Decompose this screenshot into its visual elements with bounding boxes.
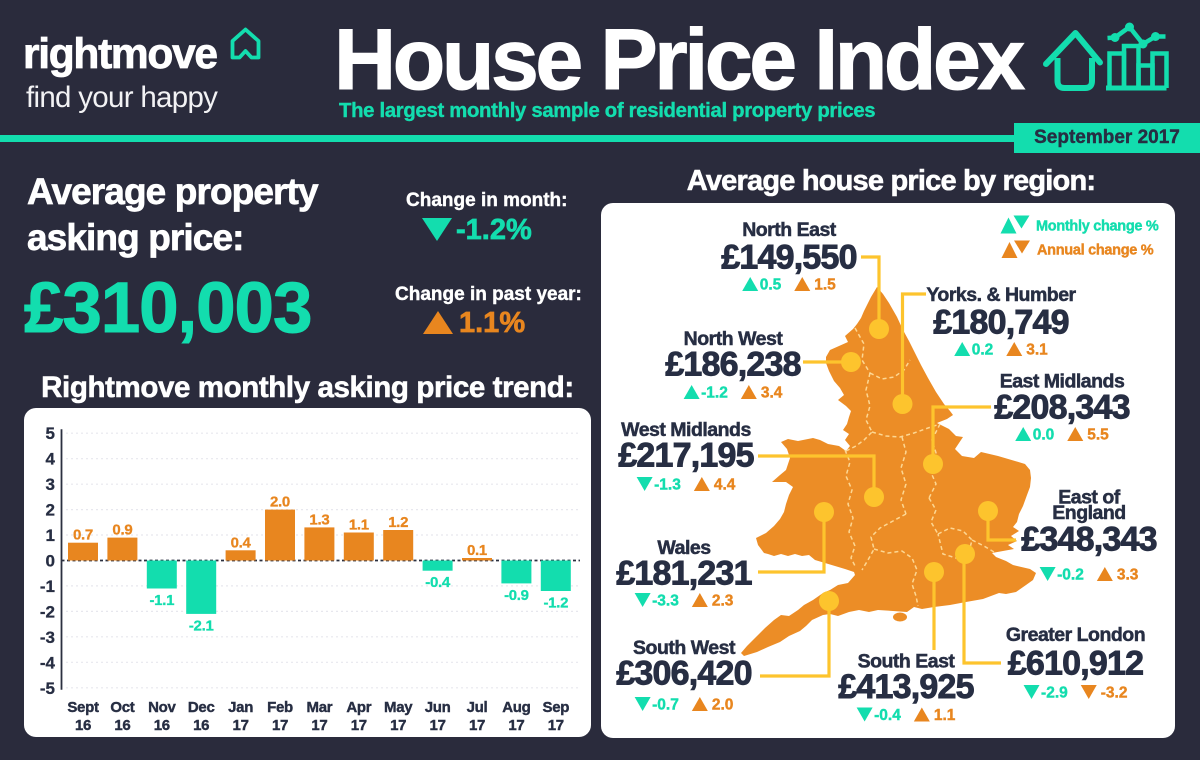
svg-text:£181,231: £181,231 — [616, 555, 751, 593]
svg-text:1.1: 1.1 — [349, 517, 369, 534]
svg-text:-4: -4 — [40, 653, 56, 672]
svg-text:2: 2 — [46, 501, 55, 520]
svg-text:-0.2: -0.2 — [1057, 567, 1084, 584]
svg-text:-1.3: -1.3 — [654, 477, 681, 494]
svg-text:1.1%: 1.1% — [459, 309, 525, 335]
svg-text:-1.1: -1.1 — [149, 592, 174, 609]
svg-text:North East: North East — [742, 219, 837, 241]
svg-text:0.5: 0.5 — [760, 277, 782, 294]
svg-text:17: 17 — [311, 717, 327, 734]
svg-text:-2.1: -2.1 — [189, 617, 214, 634]
svg-text:South West: South West — [633, 637, 736, 659]
svg-text:May: May — [384, 699, 413, 716]
svg-text:16: 16 — [114, 717, 130, 734]
svg-text:Wales: Wales — [657, 537, 711, 559]
svg-text:3.3: 3.3 — [1117, 567, 1139, 584]
svg-text:Yorks. & Humber: Yorks. & Humber — [926, 284, 1076, 306]
svg-text:1.3: 1.3 — [309, 511, 329, 528]
svg-text:Jan: Jan — [228, 699, 253, 716]
svg-text:2.3: 2.3 — [712, 593, 734, 610]
svg-text:North West: North West — [684, 328, 784, 350]
svg-text:£610,912: £610,912 — [1008, 645, 1143, 683]
svg-text:-0.9: -0.9 — [504, 587, 529, 604]
svg-text:17: 17 — [548, 717, 564, 734]
svg-text:£180,749: £180,749 — [933, 304, 1068, 342]
svg-text:East of: East of — [1058, 487, 1121, 509]
svg-text:Aug: Aug — [502, 699, 530, 716]
svg-text:-0.4: -0.4 — [874, 707, 901, 724]
svg-text:0.0: 0.0 — [1033, 427, 1055, 444]
svg-text:-3.2: -3.2 — [1101, 685, 1128, 702]
svg-text:Dec: Dec — [188, 699, 215, 716]
svg-text:£413,925: £413,925 — [838, 668, 973, 706]
svg-text:17: 17 — [469, 717, 485, 734]
svg-text:4.4: 4.4 — [714, 477, 736, 494]
svg-text:-3.3: -3.3 — [652, 593, 679, 610]
svg-text:1.2: 1.2 — [388, 514, 408, 531]
svg-text:-3: -3 — [40, 628, 55, 647]
svg-text:16: 16 — [193, 717, 209, 734]
svg-text:3.4: 3.4 — [761, 385, 783, 402]
svg-text:£348,343: £348,343 — [1021, 521, 1156, 559]
svg-text:Apr: Apr — [346, 699, 371, 716]
svg-text:Nov: Nov — [148, 699, 176, 716]
svg-text:-0.7: -0.7 — [652, 697, 679, 714]
svg-text:-2: -2 — [40, 602, 55, 621]
svg-text:England: England — [1052, 502, 1125, 524]
svg-text:0.7: 0.7 — [73, 527, 93, 544]
svg-text:£217,195: £217,195 — [618, 437, 753, 475]
svg-text:1: 1 — [46, 526, 55, 545]
svg-text:Feb: Feb — [267, 699, 293, 716]
svg-text:0.9: 0.9 — [112, 522, 132, 539]
svg-text:-1: -1 — [40, 577, 55, 596]
svg-text:0: 0 — [46, 552, 55, 571]
svg-text:17: 17 — [508, 717, 524, 734]
svg-text:17: 17 — [351, 717, 367, 734]
svg-text:5: 5 — [46, 424, 55, 443]
svg-text:Sept: Sept — [67, 699, 99, 716]
svg-text:1.5: 1.5 — [814, 277, 836, 294]
svg-text:-1.2%: -1.2% — [456, 217, 532, 243]
svg-text:Sep: Sep — [542, 699, 569, 716]
svg-text:3: 3 — [46, 475, 55, 494]
svg-text:East Midlands: East Midlands — [1000, 371, 1125, 393]
svg-text:West Midlands: West Midlands — [621, 419, 751, 441]
svg-text:0.2: 0.2 — [972, 342, 994, 359]
svg-text:South East: South East — [858, 651, 956, 673]
svg-text:Mar: Mar — [307, 699, 333, 716]
svg-text:£149,550: £149,550 — [721, 239, 856, 277]
svg-text:0.4: 0.4 — [231, 534, 252, 551]
svg-text:3.1: 3.1 — [1026, 342, 1048, 359]
svg-text:-1.2: -1.2 — [543, 595, 568, 612]
svg-text:0.1: 0.1 — [467, 542, 487, 559]
svg-text:Greater London: Greater London — [1006, 624, 1145, 646]
svg-text:Jun: Jun — [425, 699, 451, 716]
svg-text:5.5: 5.5 — [1087, 427, 1109, 444]
svg-text:Monthly change %: Monthly change % — [1036, 219, 1159, 235]
svg-text:-1.2: -1.2 — [701, 385, 728, 402]
svg-text:£208,343: £208,343 — [994, 389, 1129, 427]
svg-text:4: 4 — [46, 450, 56, 469]
svg-text:17: 17 — [272, 717, 288, 734]
svg-text:-0.4: -0.4 — [425, 574, 451, 591]
svg-text:£306,420: £306,420 — [616, 655, 751, 693]
svg-text:2.0: 2.0 — [270, 494, 290, 511]
svg-text:2.0: 2.0 — [712, 697, 734, 714]
svg-text:17: 17 — [233, 717, 249, 734]
svg-text:16: 16 — [154, 717, 170, 734]
svg-text:17: 17 — [430, 717, 446, 734]
svg-text:-2.9: -2.9 — [1041, 685, 1068, 702]
svg-text:-5: -5 — [40, 679, 55, 698]
svg-text:1.1: 1.1 — [934, 707, 956, 724]
svg-text:17: 17 — [390, 717, 406, 734]
svg-text:Jul: Jul — [467, 699, 488, 716]
svg-text:£186,238: £186,238 — [665, 346, 800, 384]
svg-text:16: 16 — [75, 717, 91, 734]
svg-text:Oct: Oct — [110, 699, 134, 716]
svg-text:Annual change %: Annual change % — [1037, 243, 1154, 259]
